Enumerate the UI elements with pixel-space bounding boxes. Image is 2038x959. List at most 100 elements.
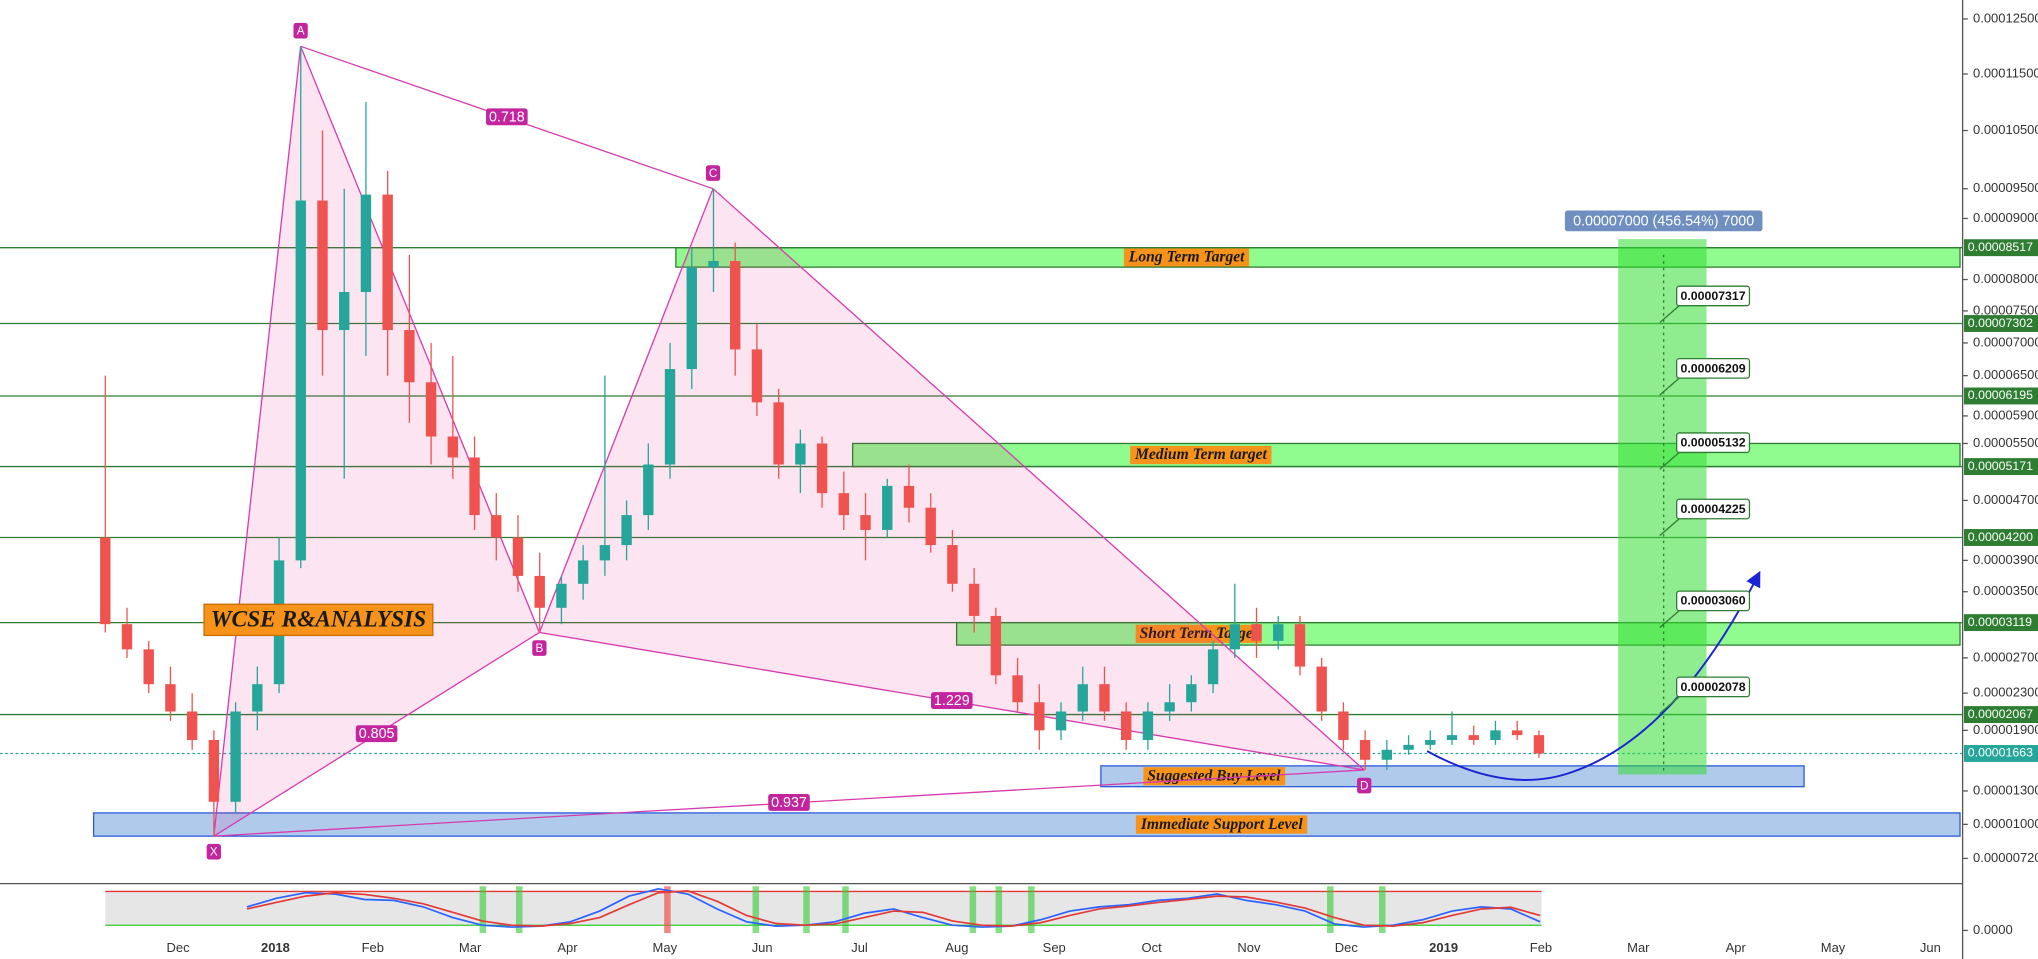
- level-label: 0.00004200: [1968, 530, 2033, 544]
- target-box: [1676, 676, 1751, 698]
- y-tick-label: 0.00006500: [1973, 367, 2038, 382]
- y-tick-label: 0.00003900: [1973, 552, 2038, 567]
- projection-label: 0.00007000 (456.54%) 7000: [1573, 213, 1754, 229]
- target-pointer: [1659, 305, 1680, 324]
- candle-body: [1381, 749, 1393, 760]
- y-tick-label: 0.00007500: [1973, 302, 2038, 317]
- pattern-point-label: A: [297, 24, 305, 37]
- y2-tick-label: 0.0000: [1973, 922, 2013, 937]
- ratio-label: 0.805: [359, 726, 395, 742]
- candle-body: [1251, 624, 1262, 641]
- candle-body: [882, 485, 893, 530]
- pattern-point-box: [293, 22, 308, 39]
- candle-body: [230, 711, 241, 802]
- pattern-fill: [213, 46, 540, 837]
- target-label: 0.00003060: [1680, 594, 1745, 608]
- pattern-point-label: C: [709, 167, 717, 180]
- x-tick-label: Nov: [1237, 940, 1261, 955]
- x-tick-label: Mar: [1627, 940, 1650, 955]
- level-label-box: [1963, 706, 2038, 724]
- y-tick-label: 0.00007000: [1973, 334, 2038, 349]
- x-tick-label: May: [1821, 940, 1846, 955]
- ratio-label: 0.718: [489, 109, 525, 125]
- y-tick-label: 0.00001900: [1973, 722, 2038, 737]
- level-label: 0.00001663: [1968, 746, 2033, 760]
- candle-body: [1403, 744, 1414, 750]
- pattern-point-box: [206, 843, 221, 860]
- zone-label-box: [1135, 815, 1308, 834]
- y-tick-label: 0.00012500: [1973, 10, 2038, 25]
- candle-body: [1316, 666, 1327, 712]
- candle-body: [1077, 684, 1088, 712]
- ratio-box: [931, 692, 973, 710]
- candle-body: [165, 684, 176, 712]
- x-tick-label: Jun: [752, 940, 773, 955]
- y-tick-label: 0.00000720: [1973, 850, 2038, 865]
- x-tick-label: 2018: [261, 940, 290, 955]
- candle-body: [425, 382, 437, 437]
- candle-body: [1533, 735, 1545, 754]
- pattern-point-label: X: [210, 845, 218, 858]
- pattern-point-box: [532, 640, 547, 656]
- candle-body: [1034, 702, 1045, 731]
- target-box: [1676, 432, 1751, 454]
- x-tick-label: Jul: [851, 940, 868, 955]
- indicator: [105, 886, 1542, 934]
- indicator-line: [246, 887, 1541, 928]
- target-label: 0.00002078: [1680, 680, 1745, 694]
- zone: [675, 247, 1961, 268]
- candle-body: [1511, 730, 1523, 736]
- candle-body: [404, 330, 415, 383]
- level-label: 0.00005171: [1968, 459, 2033, 473]
- candle-body: [186, 711, 198, 740]
- signal: [1327, 886, 1334, 934]
- x-tick-label: Apr: [557, 940, 578, 955]
- level-label: 0.00008517: [1968, 240, 2033, 254]
- target-box: [1676, 358, 1751, 379]
- signal: [1028, 886, 1035, 934]
- candle-body: [816, 443, 828, 494]
- pattern-fill: [539, 188, 1365, 770]
- candle-body: [556, 583, 567, 608]
- candle-body: [534, 575, 545, 608]
- candle-body: [730, 260, 741, 350]
- y-tick-label: 0.00010500: [1973, 122, 2038, 137]
- candle-body: [295, 200, 306, 561]
- y-tick-label: 0.00009000: [1973, 210, 2038, 225]
- level-label-box: [1963, 315, 2038, 332]
- candle-body: [925, 507, 936, 546]
- level-label-box: [1963, 614, 2038, 632]
- target-label: 0.00007317: [1680, 289, 1745, 303]
- level-label-box: [1963, 239, 2038, 257]
- projected-path: [1426, 570, 1761, 781]
- candle-body: [1055, 711, 1067, 731]
- x-tick-label: Aug: [945, 940, 968, 955]
- x-tick-label: Jun: [1920, 940, 1941, 955]
- watermark: WCSE R&ANALYSIS: [211, 607, 426, 633]
- target-label: 0.00006209: [1680, 361, 1745, 375]
- x-tick-label: Dec: [167, 940, 191, 955]
- signal: [969, 886, 977, 934]
- signal: [479, 886, 487, 934]
- zone-label-box: [1123, 248, 1250, 267]
- level-label: 0.00006195: [1968, 388, 2033, 402]
- candle-body: [1229, 624, 1240, 650]
- candle-body: [664, 369, 676, 465]
- y-tick-label: 0.00004700: [1973, 492, 2038, 507]
- target-pointer: [1659, 696, 1680, 715]
- candle-body: [1338, 711, 1349, 740]
- candle-body: [1186, 684, 1197, 703]
- candle-body: [360, 194, 372, 293]
- pattern-point-label: D: [1360, 779, 1368, 792]
- pattern-leg: [213, 46, 302, 837]
- level-label-box: [1963, 458, 2038, 476]
- candle-body: [1099, 684, 1110, 712]
- candle-body: [1164, 702, 1175, 712]
- zone-label-box: [1130, 445, 1272, 465]
- y-tick-label: 0.00011500: [1973, 65, 2038, 80]
- x-tick-label: Mar: [459, 940, 482, 955]
- ratio-label: 0.937: [771, 795, 807, 811]
- candle-body: [1468, 735, 1479, 740]
